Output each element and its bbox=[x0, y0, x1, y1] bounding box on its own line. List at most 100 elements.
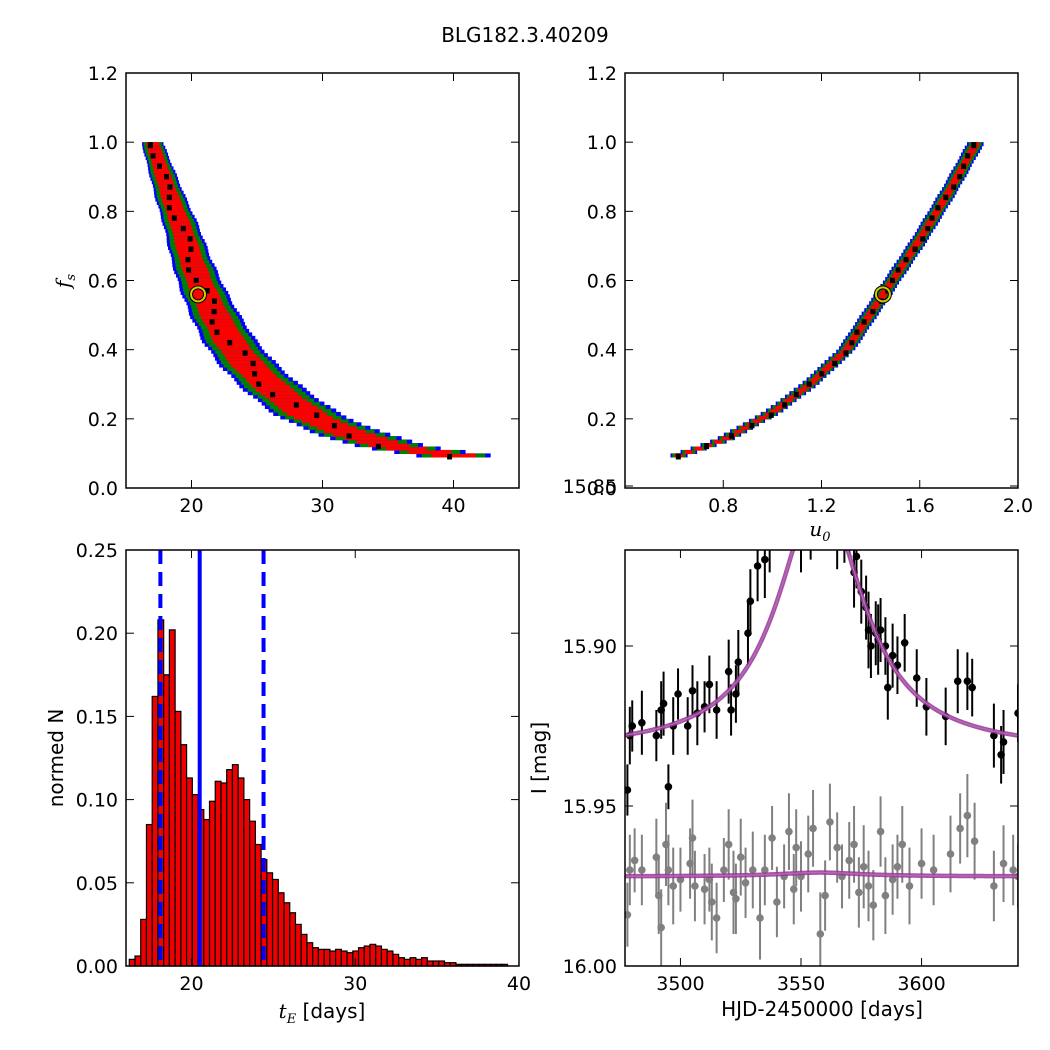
lc-series-black-point bbox=[804, 466, 812, 474]
histogram-xtick-label: 20 bbox=[179, 973, 203, 995]
fs-te-cell-inner bbox=[222, 349, 254, 354]
fs-te-cell-inner bbox=[293, 415, 333, 420]
fs-u0-axes bbox=[625, 72, 1019, 489]
histogram-bar bbox=[375, 945, 383, 967]
fs-u0-cell-inner bbox=[866, 311, 875, 316]
fs-te-cell-inner bbox=[160, 190, 178, 195]
fs-te-cell-peak bbox=[270, 391, 276, 398]
lc-series-black-point bbox=[705, 680, 714, 689]
light-curve-ytick-label: 15.95 bbox=[563, 796, 617, 818]
lc-series-black-point bbox=[746, 597, 755, 605]
fs-u0-cell-inner bbox=[925, 221, 934, 226]
lc-series-black-point bbox=[659, 699, 668, 708]
fs-u0-cell-peak bbox=[965, 152, 971, 159]
fs-te-cell-inner bbox=[195, 301, 223, 306]
histogram-bar bbox=[174, 710, 182, 967]
fs-te-cell-inner bbox=[178, 252, 202, 257]
histogram-ylabel: normed N bbox=[44, 709, 68, 808]
lc-series-black-point bbox=[876, 626, 885, 634]
light-curve-plot bbox=[625, 444, 1018, 966]
fs-u0-cell-inner bbox=[914, 239, 923, 244]
fs-u0-cell-inner bbox=[946, 187, 955, 192]
lc-series-gray-point bbox=[724, 840, 733, 849]
lc-series-gray-point bbox=[720, 866, 728, 874]
fs-u0-ytick-label: 1.0 bbox=[587, 132, 617, 154]
fs-te-cell-inner bbox=[187, 280, 213, 285]
fs-u0-cell-inner bbox=[907, 249, 916, 254]
fs-u0-cell-inner bbox=[694, 446, 703, 451]
fs-u0-cell-peak bbox=[925, 225, 931, 232]
lc-series-gray-point bbox=[864, 882, 873, 890]
light-curve-xtick-label: 3550 bbox=[777, 973, 825, 995]
fs-te-cell-peak bbox=[166, 194, 172, 201]
histogram-bar bbox=[214, 780, 222, 967]
fs-te-cell-peak bbox=[180, 225, 186, 232]
fs-te-cell-inner bbox=[260, 391, 298, 396]
fs-te-cell-peak bbox=[186, 266, 192, 273]
fs-u0-cell-inner bbox=[759, 415, 768, 420]
fs-te-cell-inner bbox=[197, 304, 225, 309]
fs-te-cell-inner bbox=[151, 159, 166, 164]
lc-series-black-point bbox=[780, 476, 788, 484]
fs-te-cell-peak bbox=[147, 142, 153, 149]
fs-te-cell-inner bbox=[183, 270, 210, 275]
fs-te-cell-inner bbox=[246, 377, 281, 382]
fs-te-cell-inner bbox=[180, 259, 205, 264]
light-curve-xtick-label: 3600 bbox=[897, 973, 945, 995]
histogram-bar bbox=[403, 958, 411, 967]
histogram-bar bbox=[266, 872, 274, 967]
lc-series-gray-point bbox=[850, 840, 858, 849]
lc-series-gray-point bbox=[785, 827, 793, 836]
fs-u0-cell-inner bbox=[740, 425, 749, 430]
lc-series-gray-point bbox=[625, 911, 632, 919]
histogram-bar bbox=[415, 958, 423, 967]
fs-te-cell-inner bbox=[164, 204, 183, 209]
fs-u0-cell-inner bbox=[873, 301, 881, 306]
histogram-bar bbox=[203, 818, 211, 967]
lc-series-gray-point bbox=[761, 866, 769, 874]
lc-series-gray-point bbox=[905, 882, 914, 890]
lc-series-gray-point bbox=[946, 850, 955, 858]
histogram-xtick-label: 40 bbox=[507, 973, 531, 995]
lc-series-gray-point bbox=[638, 866, 646, 874]
fs-te-xtick-label: 20 bbox=[179, 495, 203, 517]
fs-te-cell-inner bbox=[344, 436, 388, 441]
lc-series-black-point bbox=[800, 444, 808, 452]
histogram-bar bbox=[300, 933, 308, 967]
lc-series-gray-point bbox=[999, 859, 1008, 868]
lc-series-black-point bbox=[819, 460, 827, 468]
histogram-bar bbox=[134, 955, 142, 967]
fs-te-cell-inner bbox=[368, 443, 410, 448]
lc-series-black-point bbox=[625, 786, 632, 794]
fs-te-cell-inner bbox=[173, 232, 194, 237]
fs-u0-cell-inner bbox=[814, 373, 823, 378]
fs-u0-cell-inner bbox=[821, 366, 830, 372]
lc-series-black-point bbox=[761, 555, 769, 564]
lc-series-black-point bbox=[953, 677, 962, 685]
fs-u0-cell-inner bbox=[734, 429, 743, 434]
fs-u0-cell-peak bbox=[951, 183, 957, 190]
fs-u0-ytick-label: 0.8 bbox=[587, 201, 617, 223]
fs-te-cell-inner bbox=[181, 266, 208, 271]
lc-series-black-point bbox=[867, 642, 875, 650]
fs-te-cell-inner bbox=[158, 183, 175, 188]
histogram-bar bbox=[312, 947, 320, 967]
fs-u0-cell-inner bbox=[843, 346, 852, 351]
fs-te-cell-inner bbox=[168, 218, 190, 223]
fs-u0-cell-inner bbox=[950, 180, 958, 185]
fs-u0-cell-peak bbox=[895, 266, 901, 273]
lc-series-gray-point bbox=[826, 818, 834, 826]
lc-series-black-point bbox=[888, 651, 897, 660]
lc-series-gray-point bbox=[970, 837, 979, 845]
fs-te-cell-inner bbox=[193, 297, 222, 302]
histogram-bar bbox=[226, 769, 234, 967]
fs-u0-cell-inner bbox=[951, 176, 960, 181]
lc-series-gray-point bbox=[756, 914, 764, 922]
fs-te-cell-inner bbox=[226, 356, 261, 361]
histogram-xlabel-sub: E bbox=[286, 1012, 297, 1027]
lc-series-gray-point bbox=[741, 879, 750, 887]
lc-series-gray-point bbox=[893, 863, 902, 871]
fs-u0-best-fit-marker bbox=[874, 286, 891, 303]
fs-u0-cell-inner bbox=[937, 200, 946, 206]
lc-series-black-point bbox=[795, 489, 803, 497]
